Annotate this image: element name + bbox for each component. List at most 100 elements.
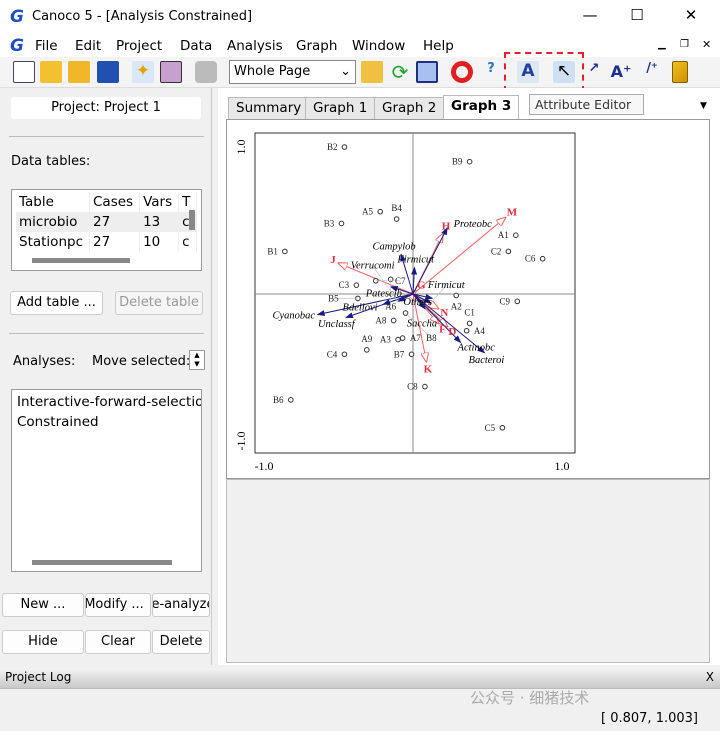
wizard-icon[interactable]: ✦ <box>132 61 154 83</box>
col-header[interactable]: Cases <box>89 192 141 212</box>
tooltip: Attribute Editor <box>529 94 644 115</box>
horizontal-scrollbar[interactable] <box>32 560 172 565</box>
sample-label: B2 <box>327 142 338 152</box>
table-row[interactable]: microbio 27 13 c <box>16 212 198 232</box>
species-arrow <box>412 293 432 304</box>
sample-point <box>390 317 397 324</box>
label-leader-line <box>372 265 399 302</box>
tab-summary[interactable]: Summary <box>228 97 310 119</box>
open-folder-icon[interactable] <box>68 61 90 83</box>
move-spinner[interactable]: ▲ ▼ <box>189 350 205 370</box>
biplot[interactable]: -1.0 1.0 1.0 -1.0 M H J G NF D K Proteobc Campylob Fi… <box>227 120 711 480</box>
close-button[interactable]: ✕ <box>684 6 698 24</box>
species-arrow <box>316 293 414 317</box>
new-analysis-button[interactable]: New ... <box>2 593 84 617</box>
window-title: Canoco 5 - [Analysis Constrained] <box>32 9 253 24</box>
sample-label: C4 <box>327 349 338 359</box>
minimize-button[interactable]: — <box>582 6 598 24</box>
zoom-select[interactable]: Whole Page ⌄ <box>229 60 356 84</box>
sample-label: C2 <box>491 246 502 256</box>
print-icon[interactable] <box>195 61 217 83</box>
mdi-restore-button[interactable]: ❐ <box>680 39 689 50</box>
sample-point <box>282 248 288 255</box>
menu-project[interactable]: Project <box>116 38 163 54</box>
menu-analysis[interactable]: Analysis <box>227 38 283 54</box>
open-icon[interactable] <box>40 61 62 83</box>
menu-graph[interactable]: Graph <box>296 38 338 54</box>
help-lifebuoy-icon[interactable] <box>451 61 473 83</box>
data-tables-list[interactable]: Table Cases Vars T microbio 27 13 c Stationpc 2… <box>11 189 202 271</box>
col-header[interactable]: Table <box>16 192 90 212</box>
project-button[interactable]: Project: Project 1 <box>11 97 201 119</box>
context-help-icon[interactable]: ? <box>487 61 495 76</box>
col-header[interactable]: T <box>178 192 198 212</box>
env-label: N <box>440 307 448 319</box>
list-item[interactable]: Interactive-forward-selectio <box>17 394 202 410</box>
horizontal-scrollbar[interactable] <box>32 258 130 263</box>
hide-button[interactable]: Hide <box>2 630 84 654</box>
leader-layer <box>333 265 447 339</box>
analyses-list[interactable]: Interactive-forward-selectio Constrained <box>11 389 202 572</box>
sample-label: A4 <box>474 326 485 336</box>
add-text-icon[interactable]: A⁺ <box>610 62 632 81</box>
sample-label: B8 <box>426 333 437 343</box>
tab-graph-3[interactable]: Graph 3 <box>443 95 520 119</box>
sample-label: B5 <box>328 293 339 303</box>
cell: 27 <box>89 232 141 252</box>
log-close-button[interactable]: X <box>705 670 714 684</box>
menu-file[interactable]: File <box>35 38 58 54</box>
delete-button[interactable]: Delete <box>152 630 210 654</box>
divider <box>9 136 204 137</box>
maximize-button[interactable]: ☐ <box>630 6 644 24</box>
env-label: D <box>448 326 456 338</box>
menu-help[interactable]: Help <box>423 38 454 54</box>
env-arrow <box>412 293 426 362</box>
save-icon[interactable] <box>97 61 119 83</box>
col-header[interactable]: Vars <box>139 192 180 212</box>
add-table-button[interactable]: Add table ... <box>10 291 103 315</box>
labels-layer: M H J G NF D K Proteobc Campylob Firmicut Patescib… <box>267 142 536 433</box>
sample-label: B4 <box>391 203 402 213</box>
x-tick-label: -1.0 <box>255 459 274 473</box>
env-label: H <box>442 221 451 233</box>
add-arrow-icon[interactable]: ↗ <box>588 61 600 76</box>
menu-edit[interactable]: Edit <box>75 38 102 54</box>
tabs-dropdown-icon[interactable]: ▼ <box>700 101 707 111</box>
add-line-icon[interactable]: /⁺ <box>646 61 658 76</box>
vertical-scrollbar[interactable] <box>189 210 195 230</box>
env-label: F <box>439 323 446 335</box>
mdi-close-button[interactable]: ✕ <box>702 38 712 51</box>
table-row[interactable]: Stationpc 27 10 c <box>16 232 198 252</box>
species-label: Actinobc <box>457 342 496 353</box>
sample-label: B7 <box>394 349 405 359</box>
sample-point <box>539 255 546 262</box>
modify-button[interactable]: Modify ... <box>85 593 151 617</box>
env-label: K <box>424 363 433 375</box>
tab-graph-2[interactable]: Graph 2 <box>374 97 445 119</box>
create-graph-icon[interactable] <box>361 61 383 83</box>
menu-window[interactable]: Window <box>352 38 406 54</box>
delete-table-button[interactable]: Delete table <box>115 291 203 315</box>
y-tick-label: -1.0 <box>234 432 248 451</box>
layout-icon[interactable] <box>416 61 438 83</box>
sample-point <box>466 320 473 327</box>
ruler-icon[interactable] <box>672 61 688 83</box>
refresh-icon[interactable]: ⟳ <box>391 60 409 84</box>
attribute-editor-icon[interactable]: A <box>517 61 539 83</box>
mdi-minimize-button[interactable]: ▁ <box>658 39 666 50</box>
env-arrow <box>412 218 505 295</box>
reanalyze-button[interactable]: Re-analyze <box>152 593 210 617</box>
graph-wizard-icon[interactable] <box>160 61 182 83</box>
y-tick-label: 1.0 <box>234 140 248 155</box>
graph-canvas[interactable]: -1.0 1.0 1.0 -1.0 M H J G N F D K Proteobc Campylob Fi… <box>226 119 710 479</box>
doc-logo-icon: G <box>10 36 24 56</box>
sample-point <box>463 327 470 334</box>
sample-point <box>393 216 400 222</box>
menu-data[interactable]: Data <box>180 38 213 54</box>
list-item[interactable]: Constrained <box>17 414 99 430</box>
species-label: Campylob <box>373 242 416 253</box>
select-pointer-icon[interactable]: ↖ <box>553 61 575 83</box>
new-icon[interactable] <box>13 61 35 83</box>
clear-button[interactable]: Clear <box>85 630 151 654</box>
tab-graph-1[interactable]: Graph 1 <box>305 97 376 119</box>
